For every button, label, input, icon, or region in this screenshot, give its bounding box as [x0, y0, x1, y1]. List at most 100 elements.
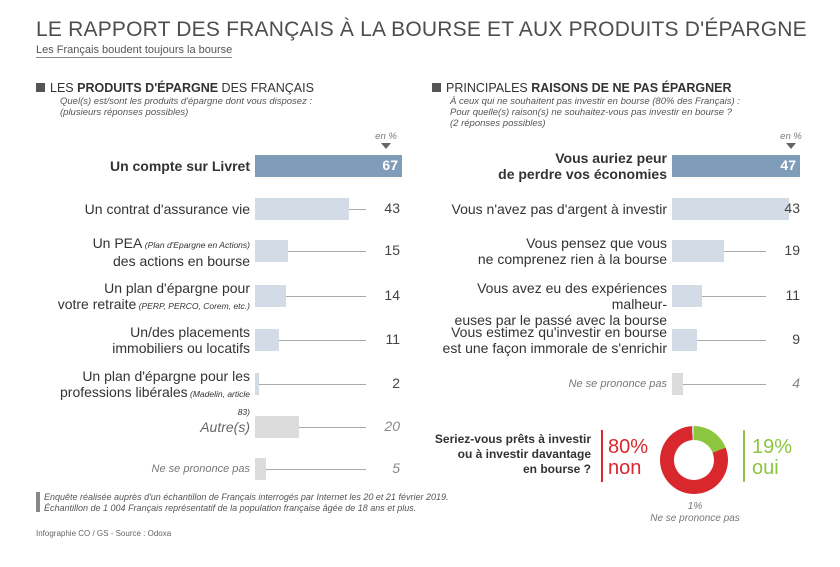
bar-value: 43 [784, 200, 800, 216]
bar-label-line-1: Un PEA (Plan d'Epargne en Actions) [48, 235, 250, 253]
bar-label: Un/des placements immobiliers ou locatifs [48, 324, 250, 356]
leader-line [287, 251, 366, 252]
bar-mark [255, 240, 288, 262]
poll-donut-chart [660, 426, 728, 494]
bar-mark [255, 155, 402, 177]
down-triangle-icon [786, 143, 796, 149]
poll-no-label: non [608, 457, 642, 479]
bar-label-line-2: immobiliers ou locatifs [112, 340, 250, 356]
right-panel-title: PRINCIPALES RAISONS DE NE PAS ÉPARGNER [432, 81, 731, 95]
bar-label: Vous pensez que vous ne comprenez rien à … [420, 235, 667, 267]
leader-line [259, 384, 366, 385]
bar-mark [672, 285, 702, 307]
bar-mark [255, 373, 260, 395]
poll-question: Seriez-vous prêts à investir ou à invest… [428, 432, 591, 477]
left-question-line-1: Quel(s) est/sont les produits d'épargne … [60, 96, 313, 107]
left-title-pre: LES [50, 81, 78, 95]
bar-value: 67 [382, 157, 398, 173]
bar-value: 15 [384, 242, 400, 258]
bar-label: Un contrat d'assurance vie [48, 201, 250, 217]
page-title: LE RAPPORT DES FRANÇAIS À LA BOURSE ET A… [36, 18, 807, 41]
poll-yes-percent: 19% [752, 436, 793, 458]
bar-label-detail: (Plan d'Epargne en Actions) [142, 240, 250, 250]
leader-line [285, 296, 366, 297]
bar-mark [255, 198, 350, 220]
leader-line [349, 209, 366, 210]
leader-line [279, 340, 366, 341]
source-credit: Infographie CO / GS - Source : Odoxa [36, 529, 172, 538]
bar-label-detail: (PERP, PERCO, Corem, etc.) [136, 301, 250, 311]
bar-label-line-1: Un/des placements [130, 324, 250, 340]
bar-mark [255, 285, 286, 307]
footer-line-2: Échantillon de 1 004 Français représenta… [44, 503, 417, 513]
poll-question-line-3: en bourse ? [522, 462, 591, 476]
donut-slice-oui [694, 426, 726, 453]
bar-label-main: professions libérales [60, 384, 188, 400]
right-question-line-1: À ceux qui ne souhaitent pas investir en… [450, 96, 740, 107]
poll-nsp-label: Ne se prononce pas [650, 513, 740, 524]
right-title-bold: RAISONS DE NE PAS ÉPARGNER [531, 81, 732, 95]
bar-mark [672, 155, 800, 177]
bar-mark [672, 373, 683, 395]
bar-label-line-1: Vous estimez qu'investir en bourse [451, 324, 667, 340]
donut-slice-non [660, 426, 728, 494]
bar-label: Vous estimez qu'investir en bourse est un… [420, 324, 667, 356]
bar-mark [672, 329, 697, 351]
bar-value: 2 [392, 375, 400, 391]
bar-label-main: votre retraite [57, 296, 137, 312]
bar-value: 20 [384, 418, 400, 434]
poll-question-line-2: ou à investir davantage [457, 447, 591, 461]
bar-label: Vous n'avez pas d'argent à investir [420, 201, 667, 217]
bar-label-line-2: professions libérales (Madelin, article … [48, 384, 250, 420]
donut-slice-nsp [691, 426, 694, 441]
bar-label: Autre(s) [48, 419, 250, 435]
bar-label-line-1: Autre(s) [200, 419, 250, 435]
bar-label-line-1: Un compte sur Livret [109, 158, 250, 174]
bar-label-line-2: euses par le passé avec la bourse [454, 312, 667, 328]
leader-line [298, 427, 366, 428]
bar-value: 14 [384, 287, 400, 303]
bar-label-main: Un PEA [92, 235, 143, 251]
bar-label: Un compte sur Livret [48, 158, 250, 174]
bar-label-line-1: Ne se prononce pas [151, 463, 250, 475]
left-title-post: DES FRANÇAIS [218, 81, 314, 95]
bar-label-line-1: Vous avez eu des expériences malheur- [477, 280, 667, 312]
panel-square-icon [432, 83, 441, 92]
bar-value: 5 [392, 460, 400, 476]
poll-question-line-1: Seriez-vous prêts à investir [434, 432, 591, 446]
bar-label: Vous avez eu des expériences malheur-eus… [420, 280, 667, 328]
right-unit-text: en % [780, 131, 802, 142]
right-title-pre: PRINCIPALES [446, 81, 532, 95]
left-panel-title: LES PRODUITS D'ÉPARGNE DES FRANÇAIS [36, 81, 314, 95]
down-triangle-icon [381, 143, 391, 149]
red-separator [601, 430, 603, 482]
footer-note: Enquête réalisée auprès d'un échantillon… [44, 492, 448, 514]
bar-label-line-1: Vous auriez peur [555, 150, 667, 166]
bar-mark [255, 416, 299, 438]
bar-value: 9 [792, 331, 800, 347]
bar-mark [672, 198, 790, 220]
bar-label: Vous auriez peur de perdre vos économies [420, 150, 667, 182]
right-question-line-3: (2 réponses possibles) [450, 118, 546, 129]
leader-line [701, 296, 766, 297]
bar-label-line-2: des actions en bourse [113, 253, 250, 269]
left-question-line-2: (plusieurs réponses possibles) [60, 107, 189, 118]
bar-label-line-1: Un contrat d'assurance vie [84, 201, 250, 217]
poll-yes-label: oui [752, 457, 779, 479]
bar-value: 4 [792, 375, 800, 391]
leader-line [682, 384, 766, 385]
bar-label: Un PEA (Plan d'Epargne en Actions) des ac… [48, 235, 250, 269]
bar-value: 11 [385, 331, 400, 347]
leader-line [696, 340, 766, 341]
bar-value: 43 [384, 200, 400, 216]
bar-value: 11 [785, 287, 800, 303]
bar-label-line-1: Un plan d'épargne pour [104, 280, 250, 296]
bar-label-line-1: Vous n'avez pas d'argent à investir [451, 201, 667, 217]
left-title-bold: PRODUITS D'ÉPARGNE [77, 81, 219, 95]
bar-label: Ne se prononce pas [420, 376, 667, 392]
bar-mark [255, 458, 266, 480]
bar-label: Un plan d'épargne pour votre retraite (PE… [48, 280, 250, 314]
right-panel-question: À ceux qui ne souhaitent pas investir en… [450, 96, 740, 129]
footer-line-1: Enquête réalisée auprès d'un échantillon… [44, 492, 449, 502]
left-unit-text: en % [375, 131, 397, 142]
